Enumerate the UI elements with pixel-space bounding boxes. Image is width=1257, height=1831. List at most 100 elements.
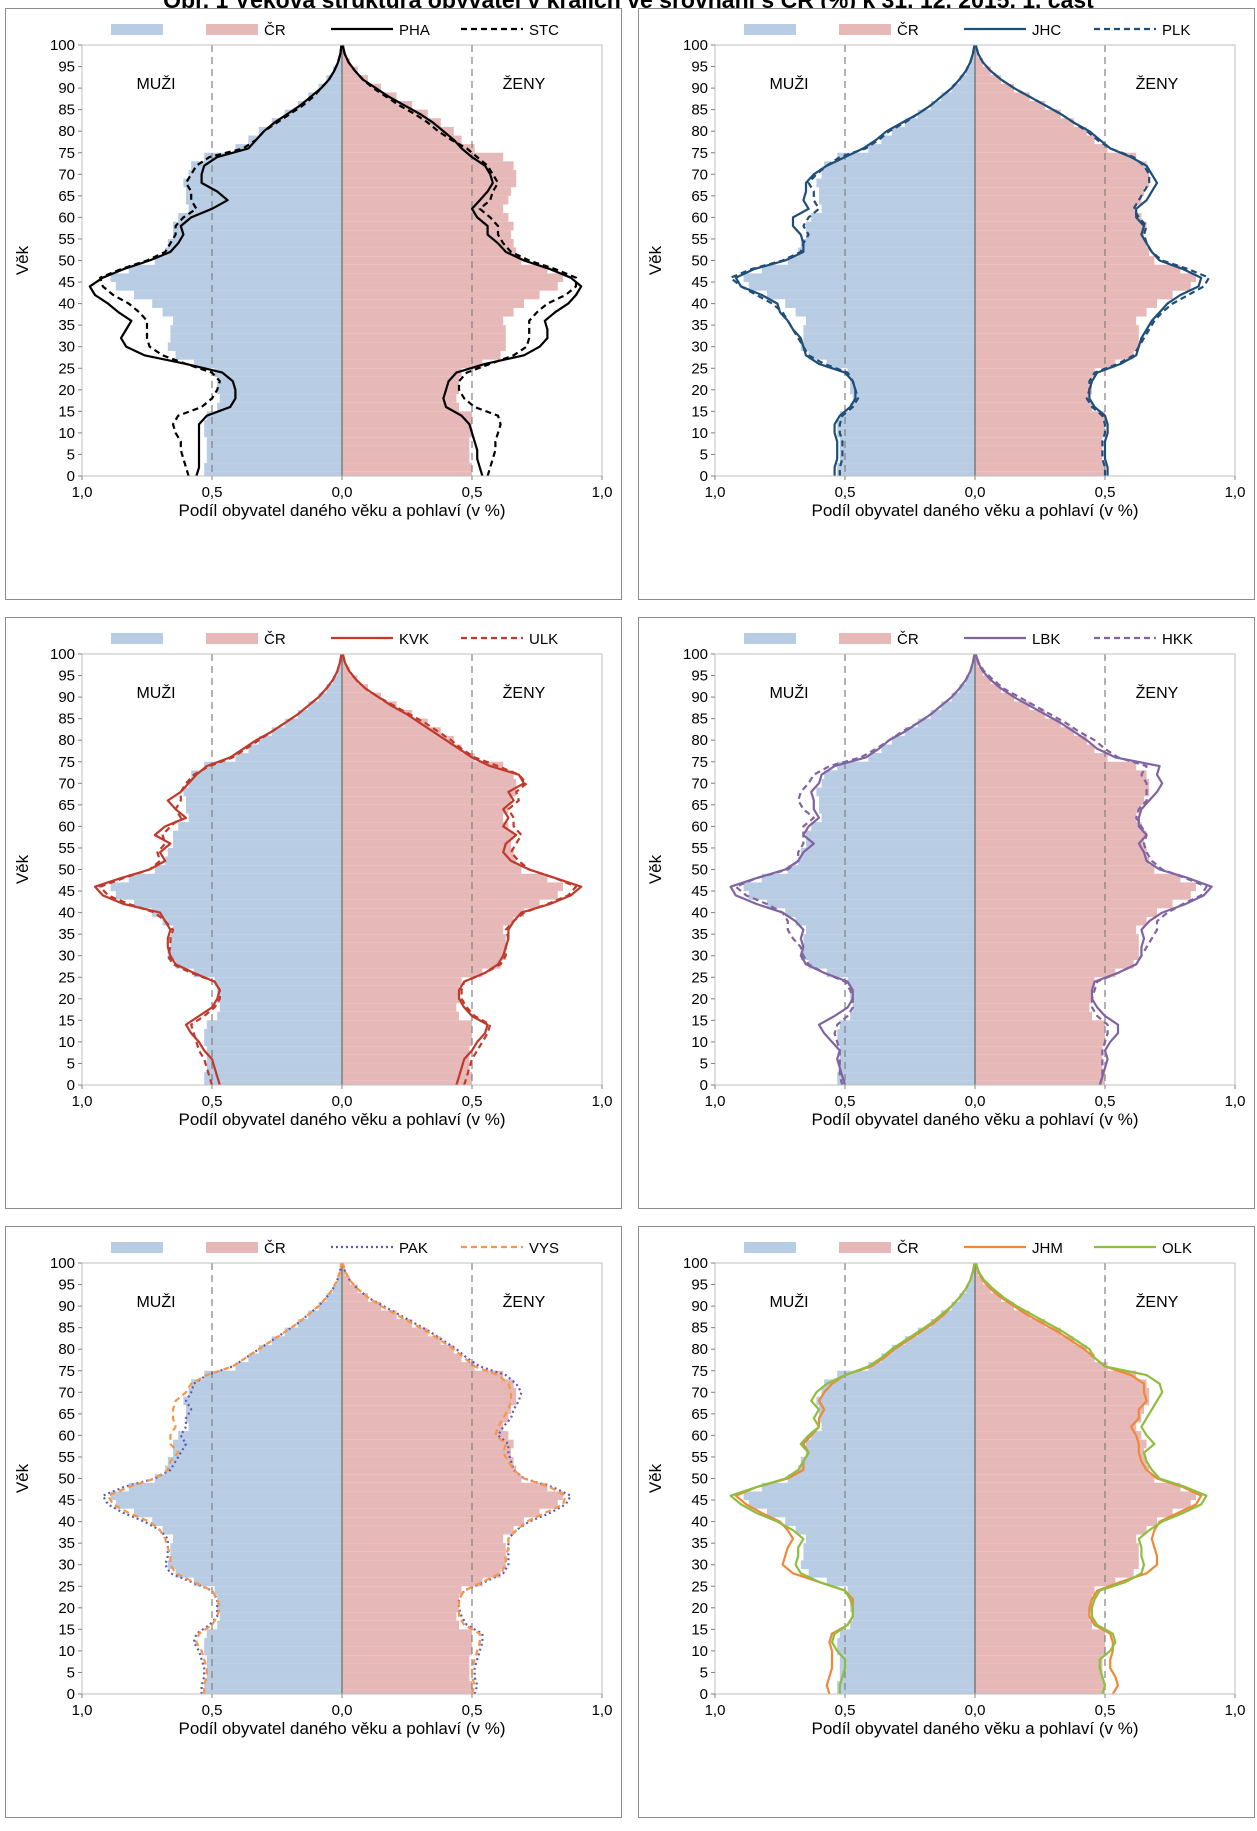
cr-female-bar <box>342 822 509 831</box>
cr-male-bar <box>204 1681 342 1690</box>
cr-male-bar <box>235 753 342 762</box>
cr-female-bar <box>342 908 524 917</box>
cr-male-bar <box>800 238 975 248</box>
cr-female-bar <box>342 1003 457 1012</box>
cr-female-bar <box>342 813 504 823</box>
y-tick-label: 20 <box>58 1600 75 1617</box>
cr-female-bar <box>342 658 346 667</box>
cr-male-bar <box>284 109 342 119</box>
cr-female-bar <box>975 256 1155 265</box>
cr-male-bar <box>193 1577 342 1587</box>
cr-female-bar <box>342 1612 457 1621</box>
y-tick-label: 30 <box>58 948 75 965</box>
cr-female-bar <box>342 1543 506 1552</box>
cr-male-bar <box>941 1310 975 1320</box>
legend-label-stc: STC <box>529 22 559 39</box>
cr-female-bar <box>975 195 1142 205</box>
series-line-olk-female <box>974 1262 1208 1695</box>
cr-male-bar <box>206 445 342 455</box>
cr-female-bar <box>975 1267 979 1276</box>
cr-male-bar <box>852 394 975 403</box>
y-tick-label: 15 <box>58 1621 75 1638</box>
cr-female-bar <box>975 394 1090 403</box>
cr-female-bar <box>342 1413 509 1423</box>
cr-male-bar <box>219 1003 342 1012</box>
cr-male-bar <box>959 1293 975 1302</box>
series-line-plk-female <box>974 44 1211 476</box>
cr-male-bar <box>785 908 975 917</box>
cr-female-bar <box>342 1586 462 1595</box>
cr-male-bar <box>258 1344 342 1354</box>
y-tick-label: 70 <box>691 166 708 183</box>
cr-male-bar <box>206 1046 342 1055</box>
cr-male-bar <box>170 325 342 334</box>
cr-male-bar <box>811 822 975 831</box>
cr-female-bar <box>342 1063 470 1073</box>
cr-female-bar <box>342 264 548 274</box>
cr-male-bar <box>173 839 342 848</box>
legend-swatch-cr-female <box>839 24 891 35</box>
cr-female-bar <box>975 925 1137 935</box>
cr-female-bar <box>342 692 381 702</box>
y-tick-label: 20 <box>691 382 708 399</box>
cr-female-bar <box>975 1646 1105 1656</box>
cr-male-bar <box>930 710 975 719</box>
cr-female-bar <box>342 385 459 395</box>
cr-female-bar <box>342 463 472 472</box>
pyramid-chart-kvk-ulk: 0 5 10 15 20 25 30 35 40 45 50 55 60 65 70 75 80 85 90 95 10… <box>13 631 612 1129</box>
cr-male-bar <box>798 856 975 866</box>
y-tick-label: 35 <box>691 926 708 943</box>
cr-male-bar <box>806 1534 975 1544</box>
cr-male-bar <box>904 118 975 127</box>
cr-male-bar <box>115 891 342 900</box>
cr-male-bar <box>852 1003 975 1012</box>
legend-label-olk: OLK <box>1162 1240 1192 1257</box>
cr-male-bar <box>970 57 975 67</box>
cr-female-bar <box>975 1491 1196 1501</box>
cr-female-bar <box>342 256 522 265</box>
cr-female-bar <box>975 1396 1150 1406</box>
cr-female-bar <box>342 960 501 969</box>
cr-male-bar <box>178 213 342 222</box>
cr-female-bar <box>342 1689 472 1694</box>
cr-female-bar <box>342 1439 514 1449</box>
cr-male-bar <box>852 1612 975 1621</box>
x-tick-label: 0,5 <box>835 1093 856 1110</box>
cr-male-bar <box>173 925 342 935</box>
cr-female-bar <box>342 994 459 1004</box>
cr-female-bar <box>342 847 514 857</box>
cr-female-bar <box>342 368 462 377</box>
y-tick-label: 95 <box>58 668 75 685</box>
cr-male-bar <box>826 359 975 369</box>
cr-male-bar <box>318 1301 342 1311</box>
series-line-jhm-female <box>974 1262 1203 1695</box>
y-tick-label: 65 <box>691 1406 708 1423</box>
cr-male-bar <box>204 419 342 429</box>
cr-female-bar <box>975 299 1157 308</box>
cr-female-bar <box>342 1301 381 1311</box>
cr-female-bar <box>342 187 511 196</box>
cr-female-bar <box>975 1672 1103 1682</box>
cr-male-bar <box>803 942 975 952</box>
y-axis-title: Věk <box>13 854 32 884</box>
cr-male-bar <box>881 744 975 754</box>
cr-male-bar <box>850 1011 975 1021</box>
cr-female-bar <box>975 402 1092 412</box>
cr-female-bar <box>975 1379 1147 1388</box>
legend-label-vys: VYS <box>529 1240 559 1257</box>
cr-male-bar <box>951 692 975 702</box>
cr-female-bar <box>342 1336 441 1345</box>
cr-male-bar <box>808 351 975 360</box>
cr-female-bar <box>342 1620 459 1630</box>
cr-male-bar <box>134 899 342 909</box>
male-label: MUŽI <box>769 74 808 93</box>
x-tick-label: 0,0 <box>965 1702 986 1719</box>
cr-female-bar <box>975 92 1030 102</box>
y-tick-label: 90 <box>58 80 75 97</box>
cr-male-bar <box>178 822 342 831</box>
cr-male-bar <box>881 135 975 145</box>
y-axis-title: Věk <box>646 854 665 884</box>
cr-female-bar <box>342 1456 514 1466</box>
y-tick-label: 15 <box>691 403 708 420</box>
y-tick-label: 95 <box>691 59 708 76</box>
